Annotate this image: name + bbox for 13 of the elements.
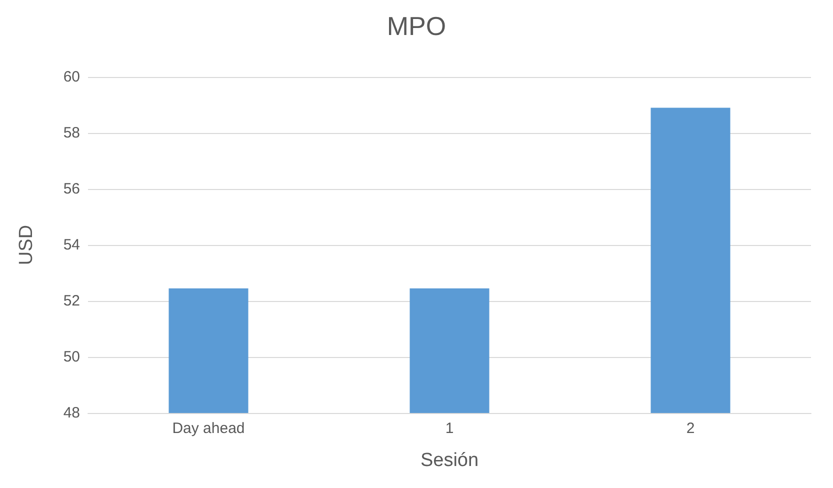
y-tick-label: 56 bbox=[63, 180, 80, 198]
y-tick-label: 50 bbox=[63, 348, 80, 366]
x-axis-title: Sesión bbox=[420, 450, 479, 471]
y-tick-label: 48 bbox=[63, 404, 80, 422]
y-tick-label: 60 bbox=[63, 68, 80, 86]
y-axis-title: USD bbox=[16, 224, 37, 266]
y-tick-label: 58 bbox=[63, 124, 80, 142]
chart-title: MPO bbox=[386, 11, 446, 41]
x-tick-label: 1 bbox=[445, 420, 454, 437]
y-tick-label: 54 bbox=[63, 236, 80, 254]
y-tick-label: 52 bbox=[63, 292, 80, 310]
x-tick-label: Day ahead bbox=[172, 420, 245, 437]
x-tick-label: 2 bbox=[686, 420, 695, 437]
